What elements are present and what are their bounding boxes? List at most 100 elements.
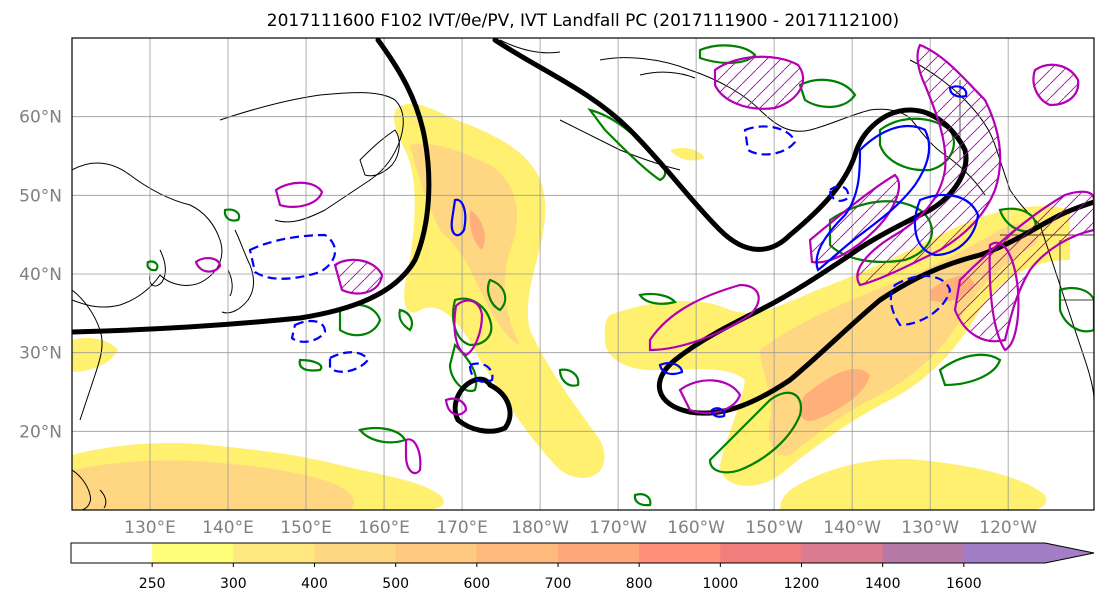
pc-negative-coast: [913, 193, 980, 257]
map-frame: [71, 37, 1095, 511]
pc-negative-mid: [658, 362, 684, 376]
lat-label: 30°N: [19, 344, 62, 364]
ivt-south-band-mid: [72, 460, 354, 510]
pv-contour-north: [698, 44, 757, 64]
lon-label: 120°W: [979, 518, 1037, 538]
latitude-labels: 60°N 50°N 40°N 30°N 20°N: [19, 108, 62, 443]
colorbar-label: 1200: [784, 576, 820, 592]
pv-contour-mid: [638, 292, 677, 305]
figure-title: 2017111600 F102 IVT/θe/PV, IVT Landfall …: [267, 11, 899, 31]
pv-contour-bottom2: [633, 493, 652, 507]
pc-negative-dashed-coast: [889, 274, 952, 327]
pc-negative-dashed-south: [468, 362, 494, 383]
colorbar-segment: [314, 543, 397, 563]
lon-label: 140°E: [202, 518, 254, 538]
pv-contour-sw3: [398, 308, 414, 332]
coast-arctic: [499, 39, 696, 79]
lat-label: 60°N: [19, 108, 62, 128]
lon-label: 140°W: [823, 518, 881, 538]
colorbar-label: 400: [301, 576, 328, 592]
colorbar-segment: [558, 543, 640, 563]
map-panel: [72, 38, 1094, 510]
pc-positive-ne: [1032, 63, 1080, 107]
theta-e-contours: [72, 38, 1094, 434]
pc-positive-alaska: [713, 55, 805, 110]
colorbar-segment: [233, 543, 315, 563]
pc-negative-ne: [948, 85, 968, 98]
coast-asia: [72, 162, 223, 308]
pc-negative-dashed-sw: [290, 319, 327, 343]
pc-positive-ne2: [988, 241, 1020, 352]
pc-positive-west: [333, 258, 384, 295]
lat-label: 20°N: [19, 422, 62, 442]
lon-label: 130°E: [124, 518, 176, 538]
coast-siberia: [219, 92, 404, 223]
lon-label: 150°W: [745, 518, 803, 538]
coast-kamchatka: [359, 129, 400, 177]
pc-negative-dashed-west: [248, 233, 336, 280]
pv-contour-west1: [223, 208, 241, 222]
colorbar-segment: [801, 543, 884, 563]
pc-positive-coast: [953, 190, 1094, 343]
coast-japan: [221, 229, 254, 314]
colorbar-segment: [882, 543, 965, 563]
pc-positive-mid2: [678, 379, 742, 415]
longitude-labels: 130°E 140°E 150°E 160°E 170°E 180°W 170°W 160°W…: [124, 518, 1037, 538]
pc-positive-bc: [856, 43, 1002, 287]
pv-contour-180: [486, 278, 507, 312]
pc-negative-central: [450, 198, 467, 237]
pv-contour-north2: [798, 78, 857, 108]
colorbar-segment: [395, 543, 478, 563]
colorbar: 250 300 400 500 600 700 800 1000 1200 1400 1600: [70, 542, 1095, 592]
pv-contour-ne: [1058, 286, 1094, 333]
colorbar-label: 600: [463, 576, 490, 592]
colorbar-label: 250: [139, 576, 166, 592]
pc-positive-south2: [404, 438, 422, 475]
pc-negative-sw: [710, 407, 726, 418]
colorbar-segment: [71, 543, 153, 563]
pv-contour-sw2: [298, 358, 323, 372]
theta-e-contour-low: [452, 376, 513, 434]
theta-e-contour-central: [492, 38, 1094, 416]
coast-philippines: [72, 469, 107, 510]
lat-label: 40°N: [19, 265, 62, 285]
colorbar-label: 500: [382, 576, 409, 592]
colorbar-segment: [476, 543, 559, 563]
colorbar-label: 1000: [703, 576, 739, 592]
colorbar-segment: [639, 543, 721, 563]
lon-label: 150°E: [280, 518, 332, 538]
ivt-plume-west-core: [469, 210, 485, 250]
coast-alaska: [599, 57, 986, 196]
pc-contours: [194, 43, 1094, 475]
pc-negative-dashed-alaska: [743, 125, 797, 156]
pc-negative-bc: [815, 125, 931, 272]
lon-label: 170°E: [436, 518, 488, 538]
pc-negative-dashed-gulf: [828, 185, 850, 202]
colorbar-segment: [963, 543, 1094, 563]
colorbar-label: 700: [545, 576, 572, 592]
theta-e-contour-west: [72, 38, 432, 335]
pc-negative-dashed-sw2: [328, 351, 370, 373]
colorbar-segment: [720, 543, 802, 563]
lon-label: 130°W: [901, 518, 959, 538]
ivt-shading: [72, 103, 1070, 510]
colorbar-segment: [152, 543, 234, 563]
pv-contour-mid2: [558, 368, 580, 387]
lon-label: 160°E: [358, 518, 410, 538]
lon-label: 160°W: [667, 518, 725, 538]
pv-contour-west2: [146, 260, 159, 272]
pc-positive-west3: [194, 256, 222, 273]
colorbar-label: 800: [626, 576, 653, 592]
pc-positive-west2: [274, 181, 324, 209]
ivt-west-edge: [72, 338, 118, 372]
pv-contour-south: [448, 342, 478, 393]
ivt-plume-west-mid: [410, 143, 520, 345]
lon-label: 180°W: [511, 518, 569, 538]
pv-contour-east: [938, 353, 1002, 387]
colorbar-label: 1400: [865, 576, 901, 592]
ivt-southeast-band: [780, 459, 1047, 510]
pv-contour-east-band: [708, 391, 803, 474]
colorbar-label: 300: [220, 576, 247, 592]
